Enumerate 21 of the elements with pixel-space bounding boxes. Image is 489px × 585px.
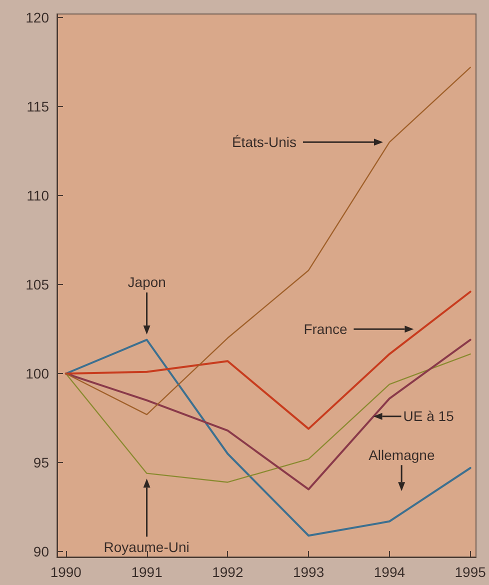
line-series xyxy=(64,338,472,537)
annotation: États-Unis xyxy=(232,134,297,150)
x-tick-label: 1992 xyxy=(212,564,244,580)
y-tick-label: 100 xyxy=(26,366,50,382)
y-tick-label: 115 xyxy=(26,98,50,115)
annotation: Allemagne xyxy=(368,447,435,464)
annotation: Royaume-Uni xyxy=(104,538,190,555)
y-tick-label: 110 xyxy=(26,188,50,204)
x-tick-label: 1994 xyxy=(374,564,406,580)
y-tick-label: 120 xyxy=(26,10,50,26)
x-tick-label: 1990 xyxy=(50,564,82,580)
x-tick-label: 1993 xyxy=(292,564,324,580)
annotation: UE à 15 xyxy=(403,408,454,424)
y-tick-label: 95 xyxy=(33,454,50,471)
y-tick-label: 105 xyxy=(26,276,50,293)
line-series xyxy=(64,290,472,430)
x-tick-label: 1991 xyxy=(131,564,163,580)
y-tick-label: 90 xyxy=(33,544,50,560)
x-tick-label: 1995 xyxy=(454,564,486,580)
annotation: France xyxy=(304,321,348,338)
annotation: Japon xyxy=(128,274,166,290)
